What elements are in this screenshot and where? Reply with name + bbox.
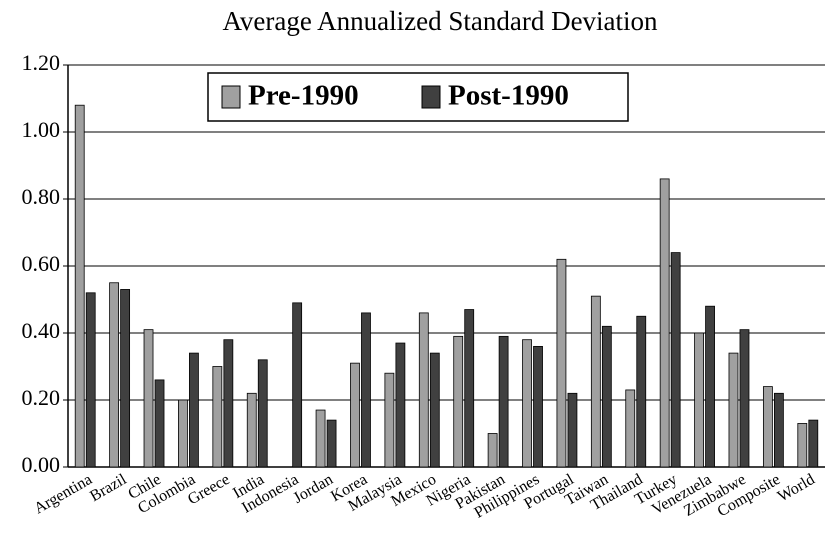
bar bbox=[797, 423, 808, 468]
bar bbox=[590, 295, 601, 468]
y-tick-label: 0.00 bbox=[22, 452, 61, 477]
legend-box bbox=[207, 72, 629, 122]
bar bbox=[120, 289, 131, 468]
y-tick-label: 0.40 bbox=[22, 318, 61, 343]
legend-label: Pre-1990 bbox=[248, 80, 359, 112]
bar bbox=[292, 302, 303, 468]
bar bbox=[694, 332, 704, 468]
y-tick-label: 1.20 bbox=[22, 50, 61, 75]
y-tick-label: 0.80 bbox=[22, 184, 61, 209]
bar bbox=[659, 178, 670, 468]
bar bbox=[74, 104, 85, 468]
bar bbox=[212, 366, 223, 468]
bar bbox=[246, 392, 257, 468]
legend-swatch bbox=[221, 85, 241, 109]
bar bbox=[326, 419, 337, 468]
bar bbox=[361, 312, 371, 468]
bar bbox=[178, 399, 188, 468]
bar bbox=[739, 329, 750, 468]
bar bbox=[498, 335, 509, 468]
bar bbox=[315, 409, 326, 468]
bar bbox=[85, 292, 96, 468]
bar bbox=[429, 352, 440, 468]
chart-title: Average Annualized Standard Deviation bbox=[222, 6, 658, 36]
bar bbox=[464, 309, 475, 468]
bar bbox=[143, 329, 154, 468]
bar bbox=[773, 392, 784, 468]
bar bbox=[395, 342, 406, 468]
bar bbox=[109, 282, 120, 468]
bar bbox=[154, 379, 165, 468]
y-tick-label: 0.20 bbox=[22, 385, 61, 410]
bar bbox=[601, 325, 612, 468]
bar bbox=[453, 335, 464, 468]
bar bbox=[762, 386, 773, 468]
bar bbox=[808, 419, 819, 468]
bar bbox=[522, 339, 532, 468]
bar bbox=[705, 305, 715, 468]
bar bbox=[189, 352, 199, 468]
bar bbox=[670, 252, 681, 468]
bar bbox=[567, 392, 578, 468]
bar bbox=[556, 258, 567, 468]
legend-swatch bbox=[421, 85, 441, 109]
bar bbox=[350, 362, 360, 468]
bar bbox=[728, 352, 739, 468]
bar bbox=[257, 359, 268, 468]
bar bbox=[418, 312, 429, 468]
y-tick-label: 1.00 bbox=[22, 117, 61, 142]
bar bbox=[533, 345, 543, 468]
bar bbox=[636, 315, 647, 468]
bar bbox=[384, 372, 395, 468]
x-tick-label: World bbox=[775, 471, 818, 506]
bar bbox=[487, 433, 498, 468]
legend-label: Post-1990 bbox=[448, 80, 569, 112]
x-tick-label: Brazil bbox=[87, 471, 130, 506]
bar bbox=[625, 389, 636, 468]
x-tick-label: Argentina bbox=[31, 471, 95, 518]
bar bbox=[223, 339, 234, 468]
y-tick-label: 0.60 bbox=[22, 251, 61, 276]
